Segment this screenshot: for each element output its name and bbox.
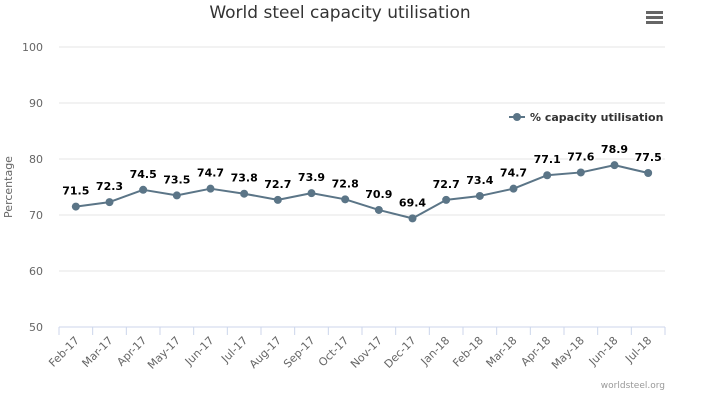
x-tick-label: Dec-17 <box>382 334 419 371</box>
data-point <box>374 205 383 214</box>
series <box>71 161 653 223</box>
x-axis <box>58 326 666 335</box>
data-point <box>71 202 80 211</box>
data-point <box>139 185 148 194</box>
data-point <box>341 195 350 204</box>
x-tick-label: Nov-17 <box>348 334 385 371</box>
data-label: 72.3 <box>96 180 123 193</box>
x-tick-label: Oct-17 <box>316 334 351 369</box>
data-label: 74.7 <box>500 167 527 180</box>
x-tick-label: Jun-17 <box>182 334 217 369</box>
y-tick-label: 60 <box>29 265 43 278</box>
y-tick-label: 70 <box>29 209 43 222</box>
x-tick-label: Jul-17 <box>218 334 250 366</box>
data-label: 77.5 <box>635 151 662 164</box>
y-tick-label: 50 <box>29 321 43 334</box>
x-tick-label: May-18 <box>549 334 587 372</box>
data-point <box>206 184 215 193</box>
x-tick-label: Feb-18 <box>450 334 486 370</box>
legend-label: % capacity utilisation <box>530 111 663 124</box>
data-label: 69.4 <box>399 196 426 209</box>
data-point <box>172 191 181 200</box>
data-label: 77.6 <box>567 150 594 163</box>
data-label: 71.5 <box>62 185 89 198</box>
chart-title: World steel capacity utilisation <box>209 3 470 23</box>
data-point <box>475 191 484 200</box>
data-label: 73.4 <box>466 174 493 187</box>
y-tick-label: 90 <box>29 97 43 110</box>
y-axis-label: Percentage <box>2 156 15 218</box>
legend[interactable]: % capacity utilisation <box>509 111 663 124</box>
x-tick-label: Aug-17 <box>247 334 284 371</box>
data-label: 78.9 <box>601 143 628 156</box>
data-point <box>442 195 451 204</box>
y-tick-label: 100 <box>22 41 43 54</box>
data-label: 77.1 <box>534 153 561 166</box>
x-tick-label: Jul-18 <box>622 334 654 366</box>
data-point <box>307 189 316 198</box>
data-label: 70.9 <box>365 188 392 201</box>
y-tick-label: 80 <box>29 153 43 166</box>
x-tick-label: Feb-17 <box>46 334 82 370</box>
x-tick-label: Jun-18 <box>586 334 621 369</box>
data-point <box>240 189 249 198</box>
x-tick-label: Jan-18 <box>418 334 453 369</box>
hamburger-menu-icon[interactable] <box>645 8 665 26</box>
data-point <box>509 184 518 193</box>
y-axis-ticks: 50 60 70 80 90 100 <box>22 41 43 334</box>
data-label: 74.7 <box>197 167 224 180</box>
data-point <box>576 168 585 177</box>
x-tick-label: Mar-18 <box>484 334 520 370</box>
legend-marker <box>513 113 521 121</box>
data-point <box>105 198 114 207</box>
x-tick-label: Apr-17 <box>114 334 149 369</box>
data-label: 73.5 <box>163 173 190 186</box>
data-label: 73.9 <box>298 171 325 184</box>
grid-lines <box>59 46 665 272</box>
data-label: 73.8 <box>231 172 258 185</box>
credit-link[interactable]: worldsteel.org <box>601 381 665 391</box>
data-label: 74.5 <box>130 168 157 181</box>
data-label: 72.7 <box>264 178 291 191</box>
x-tick-label: Mar-17 <box>80 334 116 370</box>
data-point <box>543 171 552 180</box>
x-tick-label: Apr-18 <box>518 334 553 369</box>
series-line <box>75 164 649 220</box>
x-tick-label: May-17 <box>145 334 183 372</box>
data-point <box>644 169 653 177</box>
data-point <box>273 195 282 204</box>
data-point <box>408 214 417 223</box>
data-labels: 71.5 72.3 74.5 73.5 74.7 73.8 72.7 73.9 72.8 70.9… <box>61 142 663 211</box>
data-label: 72.7 <box>433 178 460 191</box>
data-point <box>610 161 619 170</box>
data-label: 72.8 <box>332 177 359 190</box>
x-tick-label: Sep-17 <box>281 334 318 371</box>
